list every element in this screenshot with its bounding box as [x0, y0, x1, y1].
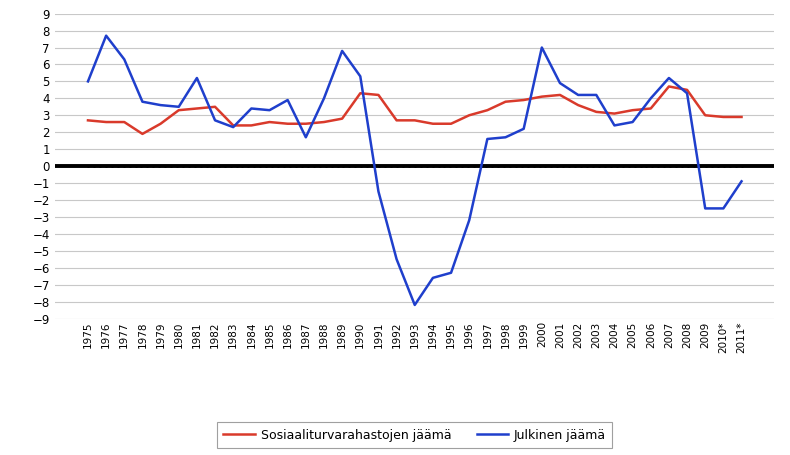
Sosiaaliturvarahastojen jäämä	[174, 107, 183, 113]
Julkinen jäämä	[410, 302, 419, 308]
Sosiaaliturvarahastojen jäämä	[610, 111, 619, 116]
Sosiaaliturvarahastojen jäämä	[228, 123, 238, 128]
Sosiaaliturvarahastojen jäämä	[192, 106, 201, 111]
Julkinen jäämä	[519, 126, 529, 131]
Julkinen jäämä	[83, 79, 92, 84]
Sosiaaliturvarahastojen jäämä	[555, 92, 565, 98]
Julkinen jäämä	[465, 217, 474, 223]
Sosiaaliturvarahastojen jäämä	[246, 123, 256, 128]
Sosiaaliturvarahastojen jäämä	[574, 102, 583, 108]
Sosiaaliturvarahastojen jäämä	[719, 114, 728, 120]
Julkinen jäämä	[483, 136, 492, 142]
Julkinen jäämä	[446, 270, 456, 276]
Sosiaaliturvarahastojen jäämä	[501, 99, 510, 105]
Sosiaaliturvarahastojen jäämä	[319, 119, 329, 125]
Sosiaaliturvarahastojen jäämä	[701, 112, 710, 118]
Julkinen jäämä	[119, 57, 129, 62]
Sosiaaliturvarahastojen jäämä	[537, 94, 547, 99]
Julkinen jäämä	[246, 106, 256, 111]
Sosiaaliturvarahastojen jäämä	[265, 119, 274, 125]
Julkinen jäämä	[192, 75, 201, 81]
Sosiaaliturvarahastojen jäämä	[101, 119, 111, 125]
Sosiaaliturvarahastojen jäämä	[519, 97, 529, 103]
Julkinen jäämä	[592, 92, 601, 98]
Julkinen jäämä	[664, 75, 674, 81]
Julkinen jäämä	[628, 119, 638, 125]
Julkinen jäämä	[501, 135, 510, 140]
Julkinen jäämä	[701, 206, 710, 211]
Sosiaaliturvarahastojen jäämä	[301, 121, 310, 126]
Sosiaaliturvarahastojen jäämä	[156, 121, 165, 126]
Julkinen jäämä	[719, 206, 728, 211]
Sosiaaliturvarahastojen jäämä	[392, 118, 401, 123]
Julkinen jäämä	[265, 107, 274, 113]
Sosiaaliturvarahastojen jäämä	[374, 92, 383, 98]
Sosiaaliturvarahastojen jäämä	[483, 107, 492, 113]
Julkinen jäämä	[374, 189, 383, 194]
Sosiaaliturvarahastojen jäämä	[592, 109, 601, 115]
Julkinen jäämä	[392, 257, 401, 262]
Julkinen jäämä	[356, 74, 365, 79]
Line: Sosiaaliturvarahastojen jäämä: Sosiaaliturvarahastojen jäämä	[88, 86, 742, 134]
Sosiaaliturvarahastojen jäämä	[646, 106, 656, 111]
Sosiaaliturvarahastojen jäämä	[137, 131, 147, 136]
Sosiaaliturvarahastojen jäämä	[119, 119, 129, 125]
Sosiaaliturvarahastojen jäämä	[664, 84, 674, 89]
Julkinen jäämä	[555, 81, 565, 86]
Sosiaaliturvarahastojen jäämä	[283, 121, 292, 126]
Julkinen jäämä	[537, 45, 547, 50]
Julkinen jäämä	[210, 118, 220, 123]
Julkinen jäämä	[228, 124, 238, 130]
Julkinen jäämä	[156, 102, 165, 108]
Julkinen jäämä	[283, 97, 292, 103]
Julkinen jäämä	[428, 275, 438, 281]
Sosiaaliturvarahastojen jäämä	[83, 118, 92, 123]
Sosiaaliturvarahastojen jäämä	[210, 104, 220, 110]
Sosiaaliturvarahastojen jäämä	[465, 112, 474, 118]
Sosiaaliturvarahastojen jäämä	[410, 118, 419, 123]
Julkinen jäämä	[137, 99, 147, 105]
Julkinen jäämä	[610, 123, 619, 128]
Sosiaaliturvarahastojen jäämä	[628, 107, 638, 113]
Julkinen jäämä	[646, 96, 656, 101]
Julkinen jäämä	[737, 179, 747, 184]
Sosiaaliturvarahastojen jäämä	[683, 87, 692, 93]
Sosiaaliturvarahastojen jäämä	[737, 114, 747, 120]
Legend: Sosiaaliturvarahastojen jäämä, Julkinen jäämä: Sosiaaliturvarahastojen jäämä, Julkinen …	[217, 422, 612, 448]
Julkinen jäämä	[337, 48, 347, 54]
Julkinen jäämä	[174, 104, 183, 110]
Sosiaaliturvarahastojen jäämä	[337, 116, 347, 121]
Sosiaaliturvarahastojen jäämä	[356, 91, 365, 96]
Julkinen jäämä	[101, 33, 111, 38]
Julkinen jäämä	[301, 135, 310, 140]
Line: Julkinen jäämä: Julkinen jäämä	[88, 35, 742, 305]
Sosiaaliturvarahastojen jäämä	[428, 121, 438, 126]
Julkinen jäämä	[574, 92, 583, 98]
Julkinen jäämä	[319, 96, 329, 101]
Sosiaaliturvarahastojen jäämä	[446, 121, 456, 126]
Julkinen jäämä	[683, 91, 692, 96]
